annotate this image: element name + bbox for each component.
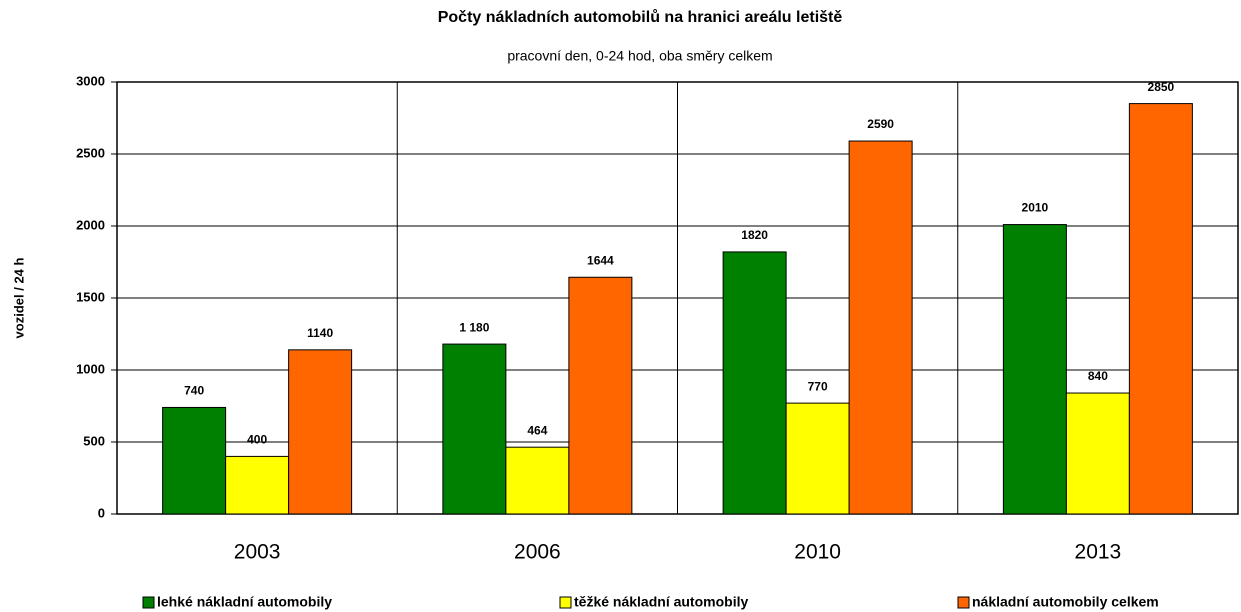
data-label: 2010: [1022, 201, 1049, 215]
bar: [1128, 103, 1193, 515]
x-tick-label: 2003: [234, 541, 281, 564]
data-label: 1 180: [459, 320, 489, 334]
bar: [568, 276, 633, 515]
y-axis-label: vozidel / 24 h: [11, 257, 26, 338]
data-label: 464: [527, 423, 547, 437]
legend-label: lehké nákladní automobily: [157, 594, 332, 610]
y-tick-label: 0: [98, 505, 105, 520]
data-label: 1644: [587, 253, 614, 267]
bar: [1065, 392, 1130, 515]
bar: [442, 343, 507, 515]
bar: [288, 349, 353, 515]
chart-title: Počty nákladních automobilů na hranici a…: [438, 9, 843, 26]
legend-swatch: [957, 596, 970, 609]
bar: [162, 406, 227, 515]
y-tick-label: 3000: [76, 73, 105, 88]
data-label: 2850: [1148, 80, 1175, 94]
bar: [722, 251, 787, 515]
legend-swatch: [559, 596, 572, 609]
bar: [848, 140, 913, 515]
y-tick-label: 500: [83, 433, 105, 448]
x-tick-label: 2006: [514, 541, 561, 564]
data-label: 2590: [867, 117, 894, 131]
data-label: 840: [1088, 369, 1108, 383]
data-label: 1820: [741, 228, 768, 242]
y-tick-label: 1500: [76, 289, 105, 304]
x-tick-label: 2010: [794, 541, 841, 564]
data-label: 1140: [307, 326, 333, 340]
data-label: 770: [808, 379, 828, 393]
data-label: 740: [184, 384, 204, 398]
bar: [225, 455, 290, 515]
y-tick-label: 2000: [76, 217, 105, 232]
legend-label: těžké nákladní automobily: [574, 594, 748, 610]
y-tick-label: 2500: [76, 145, 105, 160]
x-tick-label: 2013: [1075, 541, 1122, 564]
bar: [1002, 224, 1067, 515]
legend-swatch: [142, 596, 155, 609]
chart-subtitle: pracovní den, 0-24 hod, oba směry celkem: [507, 48, 772, 64]
data-label: 400: [247, 433, 267, 447]
legend-label: nákladní automobily celkem: [972, 594, 1159, 610]
bar: [505, 446, 570, 515]
bar: [785, 402, 850, 515]
y-tick-label: 1000: [76, 361, 105, 376]
plot-frame: [116, 81, 1239, 515]
